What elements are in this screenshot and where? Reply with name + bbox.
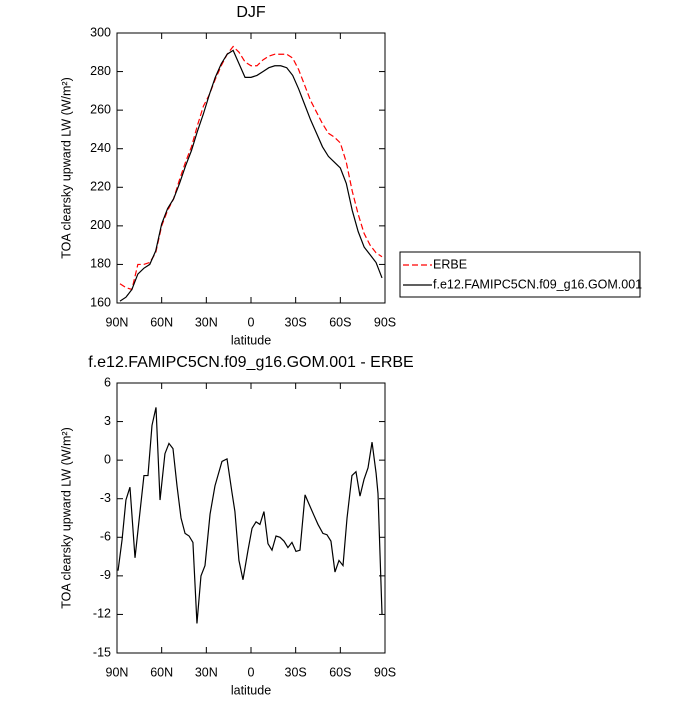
x-tick-label: 90N: [106, 665, 129, 679]
x-tick-label: 30S: [285, 315, 307, 329]
x-tick-label: 0: [248, 315, 255, 329]
y-tick-label: 220: [90, 180, 111, 194]
x-tick-label: 30S: [285, 665, 307, 679]
legend-label: f.e12.FAMIPC5CN.f09_g16.GOM.001: [433, 277, 642, 291]
y-tick-label: 3: [104, 414, 111, 428]
data-line: [117, 407, 383, 624]
y-tick-label: -3: [100, 491, 111, 505]
y-tick-label: 200: [90, 218, 111, 232]
x-tick-label: 60S: [329, 665, 351, 679]
x-tick-label: 90N: [106, 315, 129, 329]
data-line: [119, 49, 383, 302]
plot-frame: [116, 32, 386, 304]
y-axis-label: TOA clearsky upward LW (W/m²): [59, 77, 73, 259]
x-tick-label: 90S: [374, 665, 396, 679]
y-tick-label: 280: [90, 64, 111, 78]
y-tick-label: 240: [90, 141, 111, 155]
y-tick-label: -6: [100, 530, 111, 544]
x-tick-label: 60N: [150, 315, 173, 329]
y-tick-label: -12: [93, 607, 111, 621]
legend-label: ERBE: [433, 257, 467, 271]
chart-title: DJF: [236, 4, 266, 21]
x-tick-label: 60S: [329, 315, 351, 329]
x-axis-label: latitude: [231, 683, 271, 697]
x-axis-label: latitude: [231, 333, 271, 347]
y-tick-label: 0: [104, 452, 111, 466]
y-tick-label: 260: [90, 102, 111, 116]
y-axis-label: TOA clearsky upward LW (W/m²): [59, 427, 73, 609]
x-tick-label: 30N: [195, 665, 218, 679]
x-tick-label: 90S: [374, 315, 396, 329]
y-tick-label: 6: [104, 375, 111, 389]
y-tick-label: 300: [90, 25, 111, 39]
x-tick-label: 0: [248, 665, 255, 679]
x-tick-label: 30N: [195, 315, 218, 329]
x-tick-label: 60N: [150, 665, 173, 679]
y-tick-label: 160: [90, 295, 111, 309]
y-tick-label: -15: [93, 645, 111, 659]
chart-title: f.e12.FAMIPC5CN.f09_g16.GOM.001 - ERBE: [88, 354, 413, 371]
y-tick-label: 180: [90, 257, 111, 271]
legend-box: [399, 251, 641, 298]
data-line: [119, 45, 383, 291]
y-tick-label: -9: [100, 568, 111, 582]
